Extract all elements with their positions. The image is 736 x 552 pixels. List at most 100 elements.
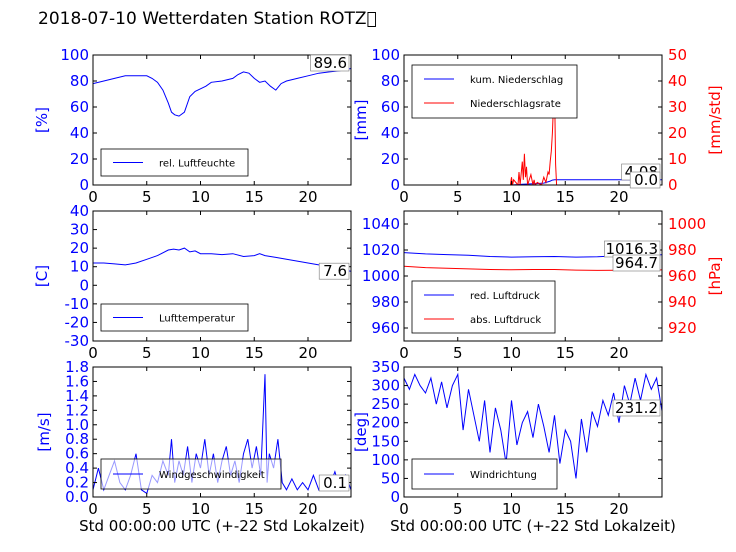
- x-tick-label: 10: [502, 500, 521, 518]
- legend-wind-speed: Windgeschwindigkeit: [100, 458, 282, 490]
- y-axis-label: [mm]: [352, 100, 370, 141]
- y-axis-label: [C]: [33, 265, 51, 287]
- legend-label: red. Luftdruck: [470, 291, 540, 302]
- y-tick-label: 1.4: [65, 387, 89, 405]
- y-tick-label: 1000: [362, 267, 400, 285]
- y-tick-label: 60: [70, 98, 89, 116]
- last-value-box: [612, 399, 661, 417]
- series-line-temperature-0: [93, 247, 351, 272]
- legend-box: [411, 64, 578, 119]
- x-tick-label: 20: [609, 344, 628, 362]
- series-line-humidity-0: [93, 68, 351, 117]
- last-value-box: [629, 171, 661, 189]
- y-tick-label-right: 1000: [668, 215, 706, 233]
- y-tick-label: 200: [371, 414, 400, 432]
- y-tick-label-right: 10: [668, 150, 687, 168]
- y-tick-label: 0: [390, 176, 400, 194]
- y-tick-label-right: 940: [668, 293, 697, 311]
- x-tick-label: 0: [88, 188, 98, 206]
- y-tick-label-right: 960: [668, 267, 697, 285]
- y-axis-label: [%]: [33, 107, 51, 133]
- x-tick-label: 15: [556, 188, 575, 206]
- y-tick-label: 0.4: [65, 459, 89, 477]
- x-tick-label: 0: [399, 500, 409, 518]
- plot-frame: [92, 366, 352, 498]
- series-line-wind-speed-0: [93, 374, 351, 495]
- y-tick-label: 80: [381, 72, 400, 90]
- y-tick-label: -20: [65, 313, 90, 331]
- last-value-box: [318, 474, 350, 492]
- last-value-label: 89.6: [314, 54, 347, 72]
- last-value-box: [318, 262, 350, 280]
- x-axis-label: Std 00:00:00 UTC (+-22 Std Lokalzeit): [390, 517, 676, 535]
- y-tick-label: 0.8: [65, 430, 89, 448]
- y-tick-label: 960: [371, 319, 400, 337]
- x-tick-label: 0: [399, 188, 409, 206]
- x-tick-label: 10: [502, 344, 521, 362]
- y-tick-label-right: 20: [668, 124, 687, 142]
- x-tick-label: 5: [142, 344, 152, 362]
- y-tick-label-right: 920: [668, 319, 697, 337]
- legend-humidity: rel. Luftfeuchte: [100, 148, 249, 177]
- legend-wind-direction: Windrichtung: [411, 458, 558, 490]
- x-tick-label: 15: [556, 344, 575, 362]
- y-tick-label: 0: [390, 488, 400, 506]
- x-tick-label: 5: [453, 344, 463, 362]
- x-tick-label: 15: [556, 500, 575, 518]
- y-tick-label: 0: [79, 276, 89, 294]
- chart-wind-direction: 0 5 10 15 20050100150200250300350[deg]Windri…: [352, 358, 676, 535]
- y-tick-label: 1.2: [65, 401, 89, 419]
- x-tick-label: 0: [88, 344, 98, 362]
- x-tick-label: 20: [298, 344, 317, 362]
- x-tick-label: 15: [245, 344, 264, 362]
- y-tick-label: 1.0: [65, 416, 89, 434]
- y-tick-label: 0.0: [65, 488, 89, 506]
- y-tick-label: 100: [60, 46, 89, 64]
- legend-pressure: red. Luftdruck abs. Luftdruck: [411, 280, 556, 334]
- legend-label: kum. Niederschlag: [470, 75, 563, 86]
- plot-frame: [403, 54, 663, 186]
- y-tick-label-right: 30: [668, 98, 687, 116]
- y-tick-label: -10: [65, 295, 90, 313]
- plot-frame: [92, 54, 352, 186]
- y-tick-label: 100: [371, 451, 400, 469]
- y-tick-label: 20: [70, 239, 89, 257]
- chart-precipitation: 0 5 10 15 20 0 20 40 60 80 100 0 10 20 30 40 50 [mm] [mm/s…: [352, 46, 724, 206]
- y-tick-label: 150: [371, 432, 400, 450]
- legend-temperature: Lufttemperatur: [100, 303, 249, 332]
- y-tick-label-right: 0: [668, 176, 678, 194]
- y-tick-label: 300: [371, 377, 400, 395]
- last-value-box: [310, 54, 350, 72]
- y-tick-label: 1.8: [65, 358, 89, 376]
- x-tick-label: 10: [191, 344, 210, 362]
- x-tick-label: 5: [453, 500, 463, 518]
- y-tick-label: 980: [371, 293, 400, 311]
- chart-pressure: 0 5 10 15 20 960 980 1000 1020 1040 920 940 960 980 10…: [362, 210, 724, 362]
- chart-wind-speed: 0 5 10 15 20 0.00.20.40.60.81.01.21.41.61.8 [m…: [35, 358, 365, 535]
- x-tick-label: 5: [142, 500, 152, 518]
- legend-precipitation: kum. Niederschlag Niederschlagsrate: [411, 64, 578, 119]
- legend-label: Niederschlagsrate: [470, 99, 561, 110]
- x-tick-label: 10: [191, 500, 210, 518]
- y-tick-label: 1.6: [65, 372, 89, 390]
- last-value-label: 964.7: [615, 254, 658, 272]
- legend-box: [411, 280, 556, 334]
- legend-label: Lufttemperatur: [159, 314, 236, 325]
- y-tick-label-right: 40: [668, 72, 687, 90]
- last-value-label: 231.2: [615, 399, 658, 417]
- y-tick-label: 1020: [362, 241, 400, 259]
- y-tick-label-right: 980: [668, 241, 697, 259]
- x-tick-label: 20: [298, 188, 317, 206]
- series-line-precipitation-1: [404, 83, 662, 185]
- y-axis-label: [m/s]: [35, 412, 53, 451]
- y-tick-label: 10: [70, 258, 89, 276]
- y-tick-label: 20: [70, 150, 89, 168]
- y-tick-label: 1040: [362, 215, 400, 233]
- y-axis-label-right: [hPa]: [706, 257, 724, 296]
- y-tick-label: 100: [371, 46, 400, 64]
- chart-humidity: 0 5 10 15 20 0 20 40 60 80 100 [%] rel. Luftfeuchte 8…: [33, 46, 352, 206]
- x-tick-label: 20: [298, 500, 317, 518]
- y-tick-label: -30: [65, 332, 90, 350]
- y-tick-label: 350: [371, 358, 400, 376]
